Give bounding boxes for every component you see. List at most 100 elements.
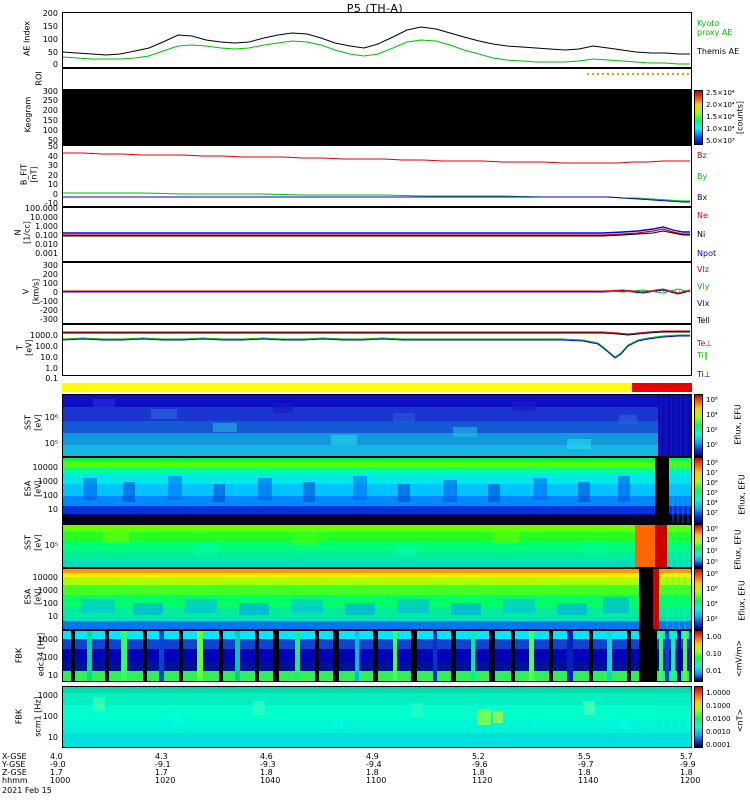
t-tick-1: 1.0 — [45, 364, 58, 373]
xtick-0-ygse: -9.0 — [50, 760, 66, 769]
esa2-ylabel: ESA — [23, 588, 33, 605]
keogram-tick-100: 100 — [42, 126, 58, 135]
velocity-legend-vlx: Vlx — [697, 299, 710, 308]
xtick-1-ygse: -9.1 — [155, 760, 171, 769]
xtick-6-zgse: 1.8 — [680, 768, 693, 777]
sst2-colorbar — [694, 524, 703, 568]
ae-tick-100: 100 — [42, 35, 58, 44]
temperature-traces — [63, 330, 690, 359]
xtick-0-zgse: 1.7 — [50, 768, 63, 777]
density-legend-ne: Ne — [697, 211, 708, 220]
page-title: P5 (TH-A) — [346, 2, 404, 15]
ae-index-traces — [63, 26, 690, 65]
fbk-scm1-tick-1000: 1000 — [37, 691, 58, 700]
v-tick-300: 300 — [42, 261, 58, 270]
fbk-scm1-ylabel: FBK — [14, 708, 24, 725]
sst1-cb-t3: 10² — [706, 426, 718, 434]
bfit-tick-40: 40 — [47, 152, 58, 161]
velocity-traces — [63, 288, 691, 295]
b-fit-ylabel: B_FIT — [19, 163, 29, 186]
bfit-tick-50: 50 — [47, 142, 58, 151]
fbk-scm1-cb-t2: 0.1000 — [706, 702, 731, 710]
sst2-cb-t3: 10² — [706, 547, 718, 555]
ae-tick-0: 0 — [52, 60, 58, 69]
esa1-tick-1000: 1000 — [37, 477, 58, 486]
esa1-cb-t6: 10³ — [706, 509, 718, 517]
keogram-cb-t3: 1.5×10⁴ — [706, 113, 735, 121]
xtick-3-ygse: -9.4 — [366, 760, 382, 769]
sst1-cb-t2: 10⁴ — [706, 411, 718, 419]
esa1-tick-10000: 10000 — [32, 463, 58, 472]
esa1-yunit: [eV] — [33, 480, 43, 497]
keogram-tick-150: 150 — [42, 116, 58, 125]
esa1-ylabel: ESA — [23, 480, 33, 497]
ae-tick-50: 50 — [47, 48, 58, 57]
fbk-scm1-colorbar — [694, 686, 703, 748]
xtick-5-zgse: 1.8 — [578, 768, 591, 777]
xaxis-date-label: 2021 Feb 15 — [2, 786, 52, 795]
v-tick-m100: -100 — [39, 297, 58, 306]
velocity-legend-tell: Tell — [697, 316, 710, 325]
density-traces — [63, 226, 690, 237]
sst1-cb-t4: 10⁰ — [706, 441, 718, 449]
esa1-cb-t2: 10⁷ — [706, 469, 718, 477]
xtick-4-xgse: 5.2 — [472, 752, 485, 761]
xtick-3-zgse: 1.8 — [366, 768, 379, 777]
xtick-2-zgse: 1.8 — [260, 768, 273, 777]
keogram-tick-200: 200 — [42, 106, 58, 115]
xtick-4-ygse: -9.6 — [472, 760, 488, 769]
sst1-tick-1e6: 10⁶ — [44, 413, 58, 422]
temp-legend-tiperp: Ti⊥ — [697, 370, 711, 379]
xaxis-row-label-hhmm: hhmm — [2, 776, 28, 785]
n-tick-1: 1.000 — [35, 222, 58, 231]
keogram-cb-t2: 2.0×10⁴ — [706, 101, 735, 109]
t-tick-100: 100.0 — [35, 342, 58, 351]
esa2-yunit: [eV] — [33, 588, 43, 605]
xtick-5-time: 1140 — [578, 776, 599, 785]
density-legend-ni: Ni — [697, 230, 706, 239]
fbk-scm1-spectrogram — [63, 687, 691, 747]
bfit-tick-10: 10 — [47, 180, 58, 189]
esa1-colorbar — [694, 457, 703, 524]
panel-roi — [62, 68, 692, 90]
fbk-edc34-spectrogram — [63, 631, 691, 681]
xtick-2-ygse: -9.3 — [260, 760, 276, 769]
fbk-edc34-tick-1000: 1000 — [37, 635, 58, 644]
n-tick-10: 10.000 — [30, 213, 58, 222]
sst1-tick-1e5: 10⁵ — [44, 439, 58, 448]
t-tick-1000: 1000.0 — [30, 331, 58, 340]
fbk-scm1-cb-t1: 1.0000 — [706, 689, 731, 697]
b-fit-traces — [63, 152, 690, 203]
fbk-scm1-tick-10: 10 — [47, 733, 58, 742]
xtick-2-time: 1040 — [260, 776, 281, 785]
panel-velocity — [62, 262, 692, 324]
v-tick-200: 200 — [42, 270, 58, 279]
keogram-tick-250: 250 — [42, 96, 58, 105]
keogram-tick-300: 300 — [42, 87, 58, 96]
esa2-cb-t3: 10⁴ — [706, 600, 718, 608]
xtick-1-zgse: 1.7 — [155, 768, 168, 777]
fbk-edc34-colorbar — [694, 630, 703, 682]
n-tick-0p001: 0.001 — [35, 249, 58, 258]
n-tick-0p01: 0.010 — [35, 240, 58, 249]
sst1-yunit: [eV] — [33, 414, 43, 431]
panel-mode-bar — [62, 383, 692, 392]
bfit-tick-0: 0 — [52, 190, 58, 199]
esa1-cb-t5: 10⁴ — [706, 499, 718, 507]
bfit-legend-bx: Bx — [697, 193, 708, 202]
fbk-edc34-cb-t1: 1.00 — [706, 633, 722, 641]
xtick-3-time: 1100 — [366, 776, 387, 785]
xtick-2-xgse: 4.6 — [260, 752, 273, 761]
fbk-scm1-cb-t5: 0.0001 — [706, 741, 731, 749]
sst1-ylabel: SST — [23, 414, 33, 431]
esa-1-spectrogram — [63, 458, 691, 523]
keogram-tick-50: 50 — [47, 136, 58, 145]
xtick-6-xgse: 5.7 — [680, 752, 693, 761]
velocity-legend-vly: Vly — [697, 282, 710, 291]
fbk-scm1-cb-t3: 0.0100 — [706, 715, 731, 723]
ae-tick-200: 200 — [42, 9, 58, 18]
fbk-scm1-tick-100: 100 — [42, 712, 58, 721]
ae-tick-150: 150 — [42, 22, 58, 31]
v-tick-100: 100 — [42, 279, 58, 288]
sst2-cb-t1: 10⁶ — [706, 525, 718, 533]
